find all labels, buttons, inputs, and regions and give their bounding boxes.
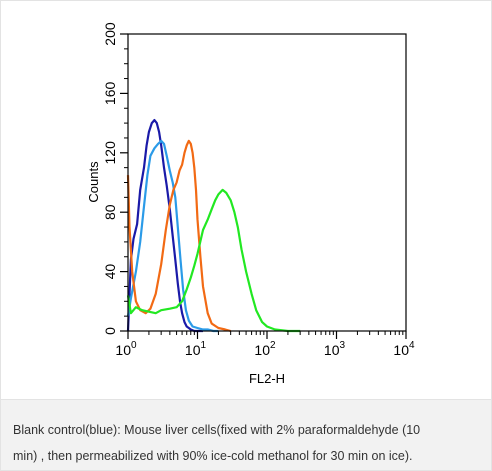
- x-tick-label: 100: [115, 340, 137, 358]
- histogram-series-2: [126, 139, 219, 333]
- y-tick-label: 200: [102, 22, 118, 46]
- histogram-series-3: [126, 139, 231, 333]
- chart-background: [71, 11, 430, 399]
- plot-area: 100 101 102 103 104 0 40 80 120 160 200 FL2-H Cou…: [1, 1, 491, 399]
- series-layer: [126, 118, 301, 333]
- histogram-chart: 100 101 102 103 104 0 40 80 120 160 200 FL2-H Cou…: [71, 11, 430, 399]
- x-tick-label: 102: [254, 340, 276, 358]
- y-axis-title: Counts: [86, 161, 101, 203]
- y-tick-label: 80: [102, 204, 118, 220]
- x-axis: 100 101 102 103 104: [115, 331, 415, 358]
- y-tick-label: 160: [102, 82, 118, 106]
- histogram-series-1: [126, 118, 203, 333]
- y-tick-label: 120: [102, 141, 118, 165]
- x-tick-label: 101: [185, 340, 207, 358]
- y-tick-label: 0: [102, 327, 118, 335]
- figure-caption: Blank control(blue): Mouse liver cells(f…: [1, 399, 491, 470]
- x-tick-label: 104: [393, 340, 415, 358]
- caption-line-2: min) , then permeabilized with 90% ice-c…: [13, 449, 413, 463]
- x-tick-label: 103: [324, 340, 346, 358]
- histogram-series-4: [126, 188, 301, 333]
- y-axis: 0 40 80 120 160 200: [102, 22, 128, 335]
- x-axis-title: FL2-H: [249, 371, 285, 386]
- caption-line-1: Blank control(blue): Mouse liver cells(f…: [13, 423, 421, 437]
- y-tick-label: 40: [102, 264, 118, 280]
